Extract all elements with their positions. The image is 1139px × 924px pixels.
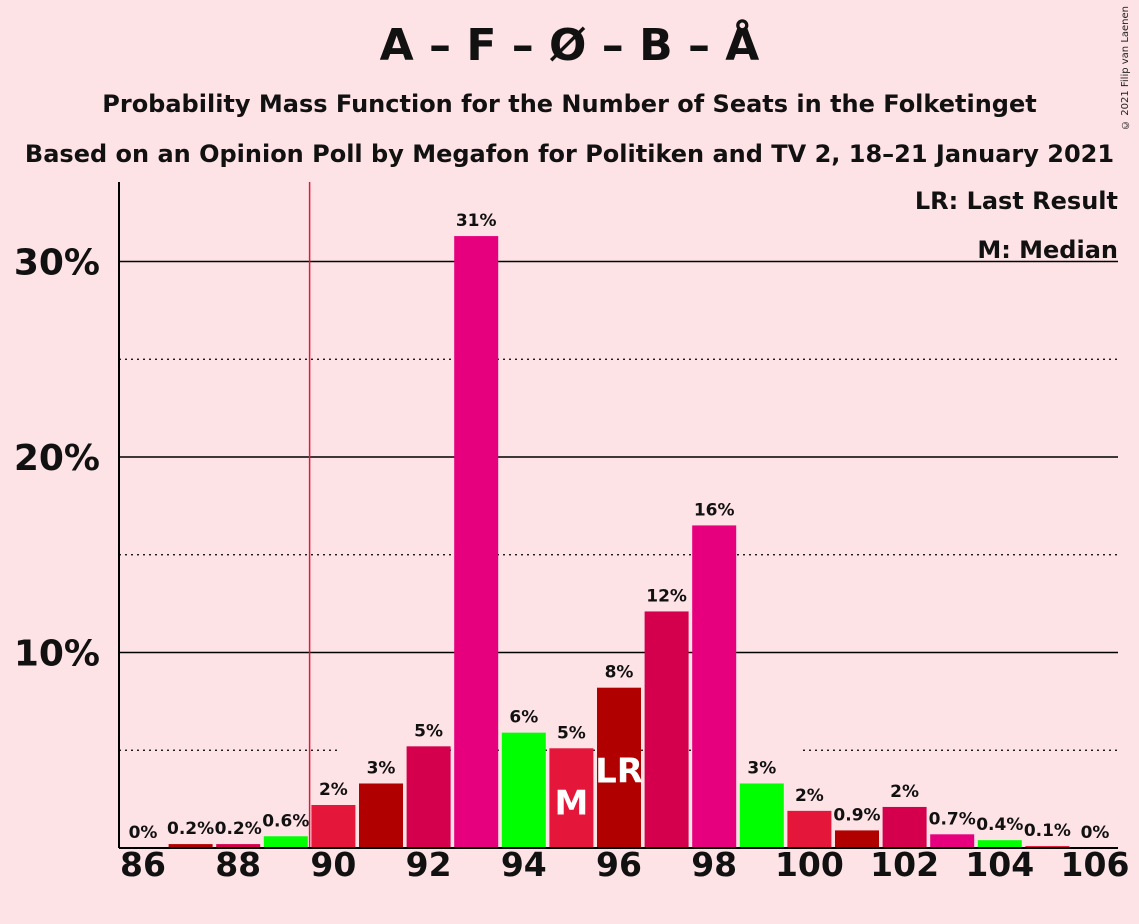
bar-value-label: 0.2% <box>215 819 262 839</box>
bar <box>216 844 261 848</box>
y-tick-label: 30% <box>14 243 100 284</box>
x-tick-label: 106 <box>1061 845 1130 884</box>
bar <box>787 810 832 848</box>
bar-value-label: 0% <box>1081 823 1110 843</box>
bar-value-label: 6% <box>509 708 538 728</box>
x-tick-label: 88 <box>215 845 261 884</box>
bar <box>406 746 451 848</box>
bar-value-label: 0.2% <box>167 819 214 839</box>
legend-median: M: Median <box>977 236 1118 264</box>
x-tick-label: 92 <box>406 845 452 884</box>
bar-value-label: 12% <box>646 586 687 606</box>
bar-value-label: 31% <box>456 211 497 231</box>
x-tick-label: 96 <box>596 845 642 884</box>
y-tick-label: 20% <box>14 438 100 479</box>
bar <box>835 830 879 848</box>
bar <box>597 687 641 848</box>
bar <box>644 611 689 848</box>
bar-value-label: 0.6% <box>262 811 309 831</box>
x-tick-label: 90 <box>310 845 356 884</box>
bar-value-label: 0.7% <box>929 809 976 829</box>
axes-group: MLR 10% 20% 30% 86 88 90 92 94 96 98 100 102 104 106 <box>14 182 1130 884</box>
bar-value-label: 2% <box>319 780 348 800</box>
bar <box>739 783 784 848</box>
bar-value-label: 3% <box>367 758 396 778</box>
bar-label-bg <box>674 491 755 522</box>
bar-value-label: 16% <box>694 500 735 520</box>
bar-label-bg <box>1007 812 1088 843</box>
x-tick-label: 86 <box>120 845 166 884</box>
last-result-marker: LR <box>595 752 643 792</box>
bar-value-label: 5% <box>557 723 586 743</box>
x-tick-label: 104 <box>965 845 1034 884</box>
median-marker: M <box>554 783 588 823</box>
bar <box>549 748 594 848</box>
x-tick-label: 100 <box>775 845 844 884</box>
bar <box>882 806 927 848</box>
bar-value-label: 0% <box>129 823 158 843</box>
bar <box>692 525 737 848</box>
bar-label-bg <box>436 202 517 233</box>
bar <box>311 804 356 848</box>
legend-last-result: LR: Last Result <box>915 187 1118 215</box>
bar <box>501 732 546 848</box>
x-tick-label: 98 <box>691 845 737 884</box>
bar <box>930 834 975 848</box>
x-tick-label: 94 <box>501 845 547 884</box>
bar-value-label: 0.9% <box>833 805 880 825</box>
bar <box>977 840 1022 848</box>
bar <box>263 836 308 848</box>
y-tick-label: 10% <box>14 634 100 675</box>
chart-subtitle: Probability Mass Function for the Number… <box>102 90 1037 118</box>
chart-title: A – F – Ø – B – Å <box>379 20 760 71</box>
bar-value-label: 8% <box>605 663 634 683</box>
bar-value-label: 0.1% <box>1024 821 1071 841</box>
bar-value-label: 2% <box>795 786 824 806</box>
bar <box>454 236 499 848</box>
bars-group: 0% 0.2% 0.2% 0.6%2%3%5%31%6%5%8%12%16%3%2%0… <box>129 202 1110 848</box>
bar-label-bg <box>864 772 945 803</box>
bar-value-label: 5% <box>414 721 443 741</box>
x-tick-label: 102 <box>870 845 939 884</box>
bar-value-label: 0.4% <box>976 815 1023 835</box>
bar <box>359 783 403 848</box>
bar-value-label: 3% <box>747 758 776 778</box>
chart-subtitle-2: Based on an Opinion Poll by Megafon for … <box>24 140 1115 168</box>
bar <box>168 844 213 848</box>
bar-value-label: 2% <box>890 782 919 802</box>
